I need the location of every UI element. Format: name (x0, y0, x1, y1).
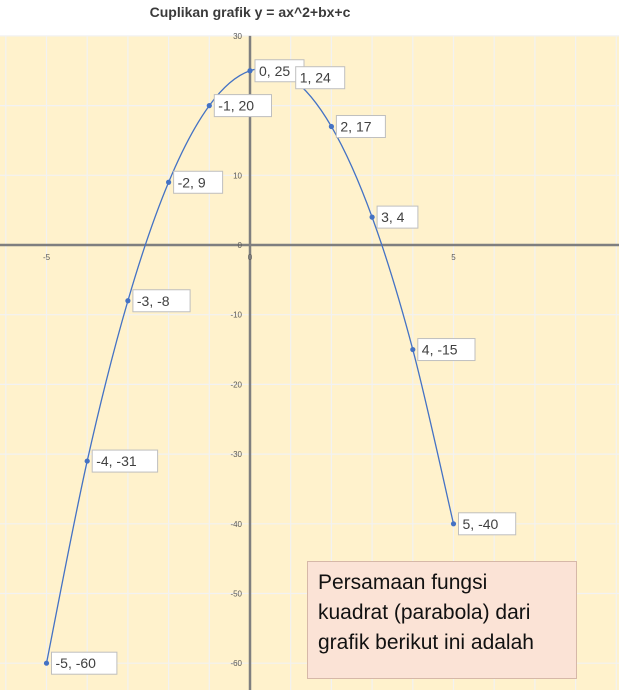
data-label: 1, 24 (295, 66, 346, 90)
chart-title: Cuplikan grafik y = ax^2+bx+c (149, 4, 351, 20)
data-label: -5, -60 (51, 651, 118, 675)
x-tick-label: 5 (451, 253, 456, 262)
data-label: -4, -31 (91, 449, 159, 473)
data-label: -3, -8 (132, 289, 191, 313)
question-text-box: Persamaan fungsi kuadrat (parabola) dari… (307, 561, 577, 679)
y-tick-label: -30 (230, 450, 242, 459)
data-label-box (213, 94, 273, 118)
y-tick-label: 10 (233, 171, 242, 180)
question-line: grafik berikut ini adalah (318, 631, 534, 654)
data-point (84, 458, 90, 464)
data-label: 0, 25 (254, 59, 305, 83)
y-tick-label: -20 (230, 380, 242, 389)
data-label-text: -4, -31 (96, 453, 137, 469)
data-label-box (376, 205, 419, 229)
data-label-text: -1, 20 (218, 98, 254, 114)
data-label: 2, 17 (335, 115, 386, 139)
x-tick-label: 0 (248, 253, 253, 262)
data-label-text: 5, -40 (463, 516, 499, 532)
series-line (45, 67, 455, 664)
y-tick-label: 0 (238, 241, 243, 250)
data-label-text: -3, -8 (137, 293, 170, 309)
data-point (166, 179, 172, 185)
data-point (206, 103, 212, 109)
data-label-box (132, 289, 191, 313)
data-label-box (458, 512, 517, 536)
data-label-text: 2, 17 (340, 119, 371, 135)
y-tick-label: 30 (233, 32, 242, 41)
data-point (369, 214, 375, 220)
data-label-box (91, 449, 159, 473)
question-line: Persamaan fungsi (318, 571, 488, 594)
data-label: 5, -40 (458, 512, 517, 536)
data-point (450, 521, 457, 527)
data-label-box (51, 651, 118, 675)
data-point (328, 123, 334, 130)
data-label: 4, -15 (417, 338, 476, 362)
data-label-text: -5, -60 (56, 655, 97, 671)
data-label-text: 1, 24 (300, 70, 331, 86)
data-label-box (173, 170, 224, 194)
x-tick-label: -5 (43, 253, 51, 262)
axes (0, 35, 619, 690)
y-tick-label: -60 (230, 659, 242, 668)
data-point (125, 298, 131, 304)
data-point (43, 660, 50, 666)
data-label-box (417, 338, 476, 362)
data-labels: -5, -60 -4, -31 -3, -8 -2, 9 -1, 20 0, 25 1, 2… (51, 59, 517, 675)
data-label-text: 3, 4 (381, 209, 405, 225)
y-tick-label: -50 (230, 590, 242, 599)
data-label-text: 4, -15 (422, 342, 458, 358)
data-label: -2, 9 (173, 170, 224, 194)
data-point (247, 68, 253, 74)
y-tick-label: -40 (230, 520, 242, 529)
data-label-text: -2, 9 (178, 174, 206, 190)
question-line: kuadrat (parabola) dari (318, 601, 531, 624)
data-label: 3, 4 (376, 205, 419, 229)
y-tick-label: -10 (230, 311, 242, 320)
data-label-text: 0, 25 (259, 63, 290, 79)
data-label-box (295, 66, 346, 90)
data-point (410, 346, 416, 353)
data-label: -1, 20 (213, 94, 273, 118)
data-label-box (335, 115, 386, 139)
